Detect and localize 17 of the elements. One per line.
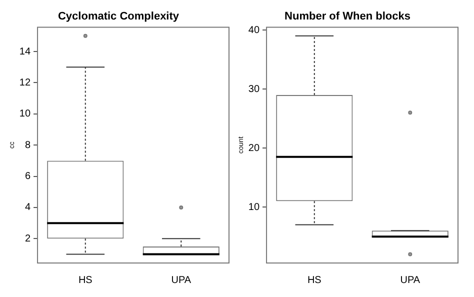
x-tick-label: HS (78, 274, 93, 286)
y-tick-label: 4 (24, 202, 31, 214)
chart-title: Cyclomatic Complexity (58, 10, 180, 23)
y-tick-label: 30 (248, 84, 260, 95)
x-tick-label: UPA (171, 274, 192, 286)
y-tick-label: 8 (24, 140, 31, 151)
x-tick-label: HS (307, 274, 322, 286)
y-tick-label: 12 (19, 77, 31, 88)
y-tick-label: 6 (24, 171, 31, 182)
y-tick-label: 20 (248, 142, 260, 154)
chart-title: Number of When blocks (284, 10, 410, 23)
y-tick-label: 40 (248, 24, 260, 36)
x-tick-label: UPA (400, 274, 420, 286)
y-tick-label: 2 (24, 233, 31, 244)
y-tick-label: 14 (19, 46, 31, 58)
y-tick-label: 10 (248, 202, 260, 213)
y-tick-label: 10 (19, 108, 31, 120)
